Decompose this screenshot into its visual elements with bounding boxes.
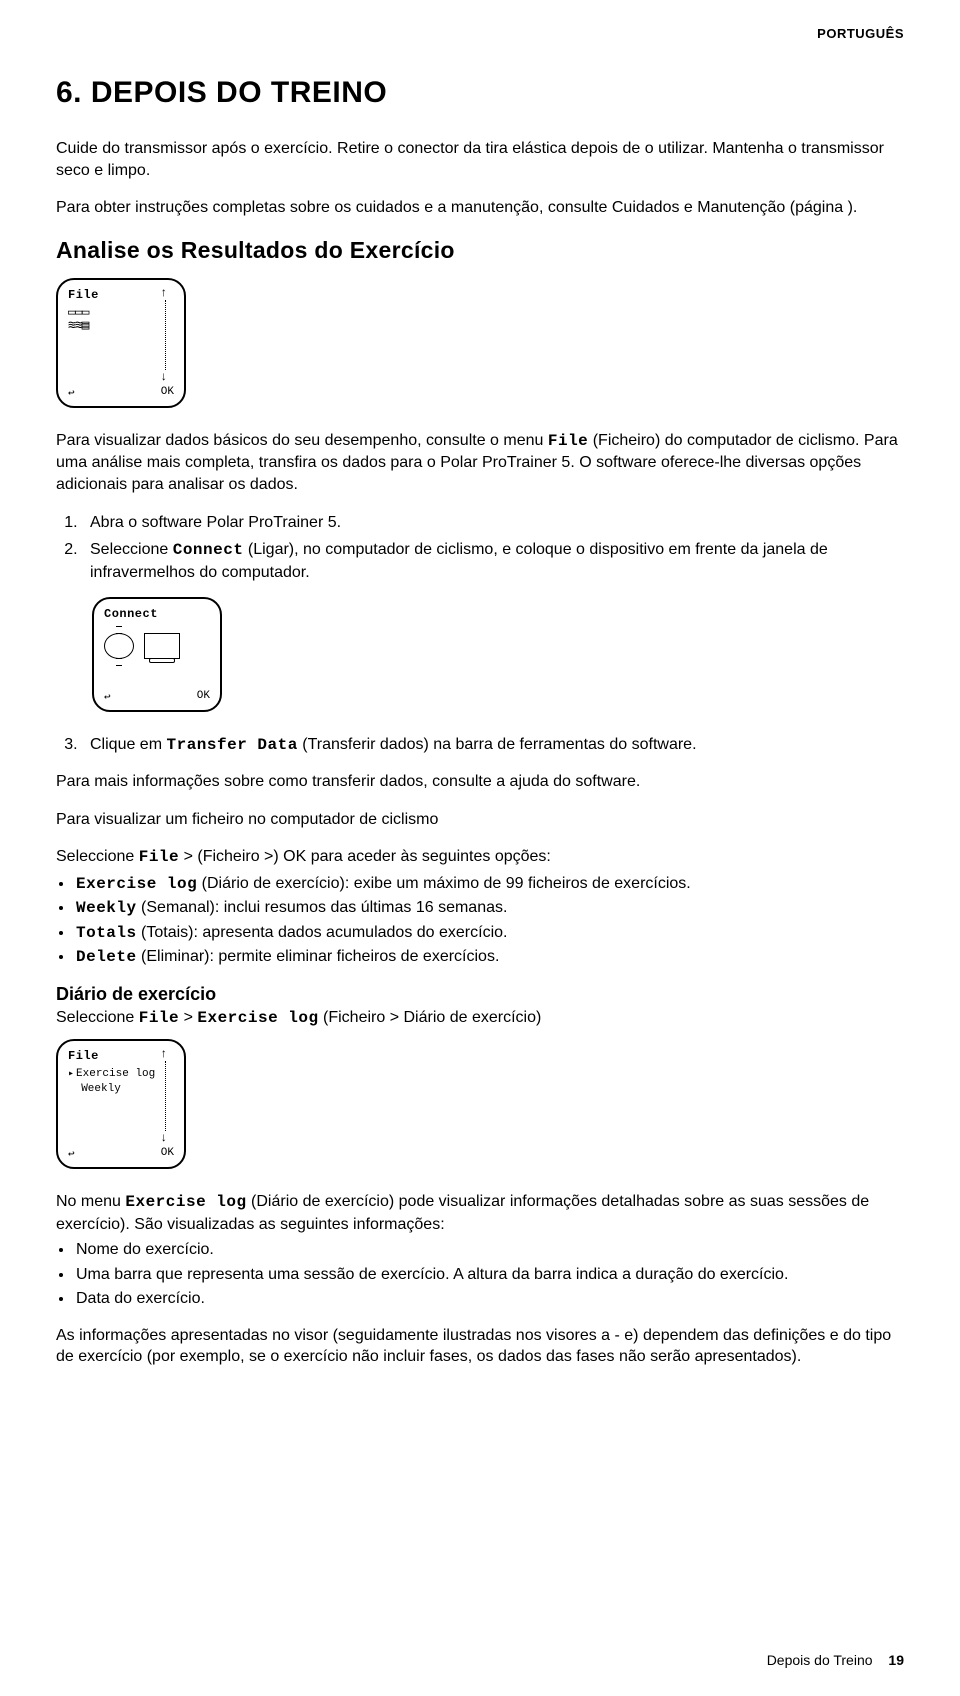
text-fragment: (Semanal): inclui resumos das últimas 16… [137,899,508,916]
section-title: 6. DEPOIS DO TREINO [56,76,904,110]
text-fragment: (Transferir dados) na barra de ferrament… [298,736,697,753]
text-fragment: Seleccione [56,1009,139,1026]
watch-icon [104,633,134,659]
option-exercise-log: Exercise log (Diário de exercício): exib… [74,873,904,895]
diario-title: Diário de exercício [56,982,904,1006]
info-date: Data do exercício. [74,1288,904,1310]
menu-item-exercise-log: Exercise log [68,1067,174,1082]
ok-label: OK [161,1147,174,1161]
ok-label: OK [197,690,210,704]
term: Delete [76,948,137,966]
file-term: File [139,1009,179,1027]
nomenu-paragraph: No menu Exercise log (Diário de exercíci… [56,1191,904,1235]
option-totals: Totals (Totais): apresenta dados acumula… [74,922,904,944]
text-fragment: (Diário de exercício): exibe um máximo d… [197,875,691,892]
intro-paragraph-2: Para obter instruções completas sobre os… [56,197,904,219]
exercise-log-term: Exercise log [125,1193,246,1211]
final-paragraph: As informações apresentadas no visor (se… [56,1325,904,1368]
screen-title: Connect [104,607,210,621]
view-file-paragraph: Para visualizar um ficheiro no computado… [56,809,904,831]
connect-term: Connect [173,541,244,559]
menu-list: Exercise log Weekly [68,1067,174,1097]
back-icon: ↩ [104,690,111,704]
analise-paragraph: Para visualizar dados básicos do seu des… [56,430,904,496]
computer-icon [144,633,180,659]
step-3: Clique em Transfer Data (Transferir dado… [82,734,904,757]
step-1: Abra o software Polar ProTrainer 5. [82,512,904,534]
footer-label: Depois do Treino [767,1652,873,1668]
file-graphic-icon: ▭▭▭≋≋▤ [68,306,174,332]
language-tag: PORTUGUÊS [817,26,904,41]
exercise-log-term: Exercise log [197,1009,318,1027]
subsection-analise: Analise os Resultados do Exercício [56,237,904,264]
device-screen-file-menu: File Exercise log Weekly ↩ OK [56,1039,186,1169]
device-screen-connect: Connect ↩ OK [92,597,222,712]
text-fragment: > [179,1009,197,1026]
text-fragment: Seleccione [56,848,139,865]
file-term: File [548,432,588,450]
text-fragment: Seleccione [90,541,173,558]
scroll-arrows-icon [160,290,172,380]
screen-title: File [68,288,174,302]
page-footer: Depois do Treino 19 [767,1652,904,1668]
back-icon: ↩ [68,1147,75,1161]
term: Totals [76,924,137,942]
text-fragment: (Ficheiro > Diário de exercício) [319,1009,542,1026]
diario-select-paragraph: Seleccione File > Exercise log (Ficheiro… [56,1007,904,1030]
select-file-paragraph: Seleccione File > (Ficheiro >) OK para a… [56,846,904,869]
info-bar: Uma barra que representa uma sessão de e… [74,1264,904,1286]
term: Weekly [76,899,137,917]
page-number: 19 [888,1652,904,1668]
info-list: Nome do exercício. Uma barra que represe… [56,1239,904,1310]
step-2: Seleccione Connect (Ligar), no computado… [82,539,904,583]
term: Exercise log [76,875,197,893]
option-weekly: Weekly (Semanal): inclui resumos das últ… [74,897,904,919]
file-term: File [139,848,179,866]
text-fragment: Para visualizar dados básicos do seu des… [56,432,548,449]
text-fragment: (Totais): apresenta dados acumulados do … [137,924,508,941]
more-info-paragraph: Para mais informações sobre como transfe… [56,771,904,793]
text-fragment: Clique em [90,736,166,753]
option-delete: Delete (Eliminar): permite eliminar fich… [74,946,904,968]
transfer-data-term: Transfer Data [166,736,297,754]
document-page: PORTUGUÊS 6. DEPOIS DO TREINO Cuide do t… [0,0,960,1696]
connect-graphic [104,633,210,659]
intro-paragraph-1: Cuide do transmissor após o exercício. R… [56,138,904,181]
scroll-arrows-icon [160,1051,172,1141]
options-list: Exercise log (Diário de exercício): exib… [56,873,904,969]
info-name: Nome do exercício. [74,1239,904,1261]
menu-item-weekly: Weekly [68,1082,174,1097]
ok-label: OK [161,386,174,400]
text-fragment: > (Ficheiro >) OK para aceder às seguint… [179,848,551,865]
screen-title: File [68,1049,174,1063]
text-fragment: No menu [56,1193,125,1210]
back-icon: ↩ [68,386,75,400]
steps-list-cont: Clique em Transfer Data (Transferir dado… [56,734,904,757]
device-screen-file: File ▭▭▭≋≋▤ ↩ OK [56,278,186,408]
steps-list: Abra o software Polar ProTrainer 5. Sele… [56,512,904,584]
text-fragment: (Eliminar): permite eliminar ficheiros d… [137,948,500,965]
